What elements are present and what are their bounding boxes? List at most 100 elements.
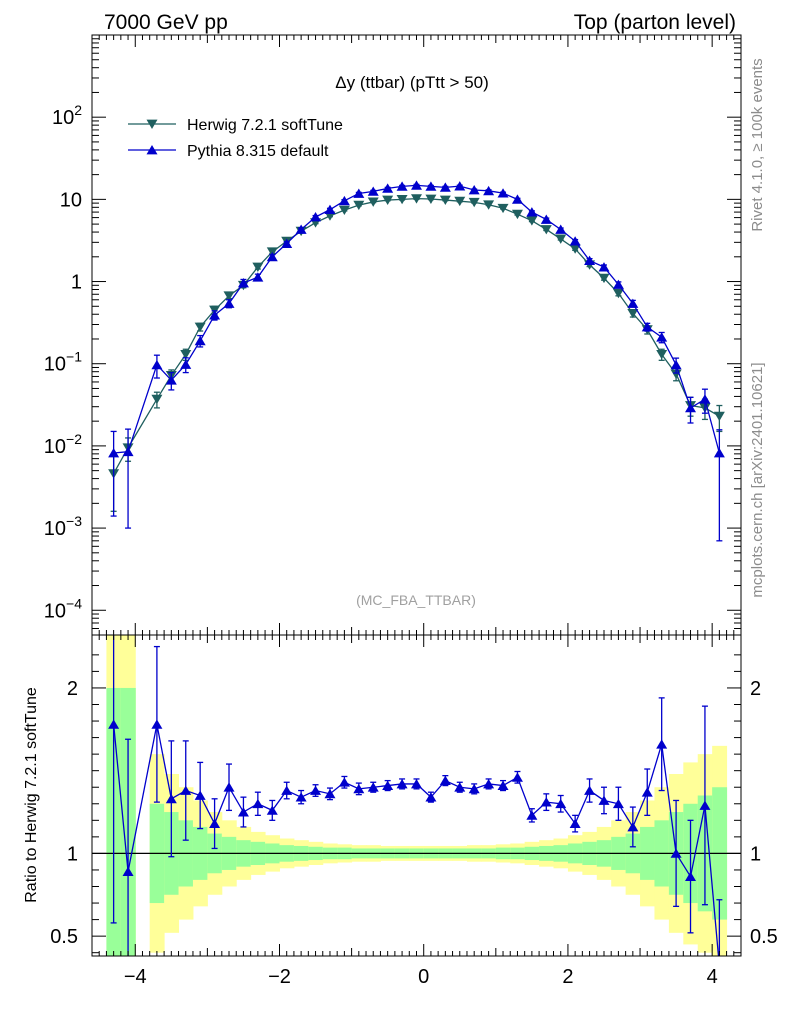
data-point-1 [281, 238, 293, 248]
y-tick-label: 10 [60, 189, 82, 211]
data-point-1 [223, 298, 235, 308]
data-point-1 [108, 448, 120, 458]
data-point-0 [468, 197, 480, 208]
data-point-1 [266, 251, 278, 262]
ratio-point [641, 787, 653, 797]
ratio-point [439, 775, 451, 786]
ratio-point [555, 798, 567, 809]
legend: Herwig 7.2.1 softTune Pythia 8.315 defaul… [128, 117, 343, 160]
ratio-point [252, 798, 264, 809]
data-point-0 [454, 196, 466, 207]
ratio-point [180, 785, 192, 795]
y-tick-label: 10−1 [44, 349, 82, 376]
ratio-point [511, 772, 523, 782]
ratio-point [237, 807, 249, 817]
ratio-point [685, 871, 697, 881]
data-point-0 [540, 225, 552, 235]
ratio-point [468, 783, 480, 794]
data-point-1 [598, 262, 610, 272]
ratio-point [483, 778, 495, 789]
ratio-y-tick-label-right: 0.5 [750, 926, 778, 948]
ratio-y-tick-label-right: 1 [750, 843, 761, 865]
data-point-1 [641, 322, 653, 332]
ratio-point [526, 810, 538, 820]
ratio-point [396, 778, 408, 789]
data-point-1 [511, 194, 523, 204]
data-point-0 [439, 195, 451, 206]
x-tick-label: 4 [707, 966, 718, 988]
data-point-0 [612, 288, 624, 299]
ratio-point [656, 739, 668, 749]
ratio-point [324, 788, 336, 799]
data-point-1 [670, 359, 682, 370]
ratio-y-axis-label: Ratio to Herwig 7.2.1 softTune [23, 687, 40, 903]
data-point-1 [425, 181, 437, 191]
ratio-point [670, 848, 682, 858]
data-point-0 [382, 195, 394, 206]
ratio-point [627, 821, 639, 832]
data-point-1 [454, 181, 466, 191]
ratio-point [367, 782, 379, 792]
ratio-point [122, 866, 134, 877]
series-line-1 [113, 184, 720, 454]
data-point-0 [411, 194, 422, 204]
process-label: Top (parton level) [574, 11, 736, 34]
data-point-0 [569, 244, 581, 254]
data-point-1 [497, 188, 509, 198]
ratio-point [223, 782, 235, 792]
rivet-version-label: Rivet 4.1.0, ≥ 100k events [749, 58, 766, 231]
data-point-1 [526, 207, 538, 217]
data-point-0 [367, 197, 379, 207]
data-point-1 [699, 394, 711, 404]
data-point-0 [598, 273, 610, 284]
data-point-0 [223, 291, 235, 301]
data-point-0 [396, 194, 408, 205]
ratio-point [584, 785, 596, 795]
data-point-1 [151, 359, 163, 370]
data-point-1 [627, 298, 639, 308]
data-point-0 [151, 394, 163, 405]
legend-marker-0 [146, 119, 158, 129]
legend-label-1: Pythia 8.315 default [187, 143, 329, 160]
data-point-1 [165, 375, 177, 385]
x-tick-label: −4 [124, 966, 147, 988]
ratio-point [497, 780, 509, 790]
data-point-1 [237, 278, 249, 288]
ratio-point [353, 783, 365, 794]
ratio-point [281, 785, 293, 795]
ratio-point [425, 792, 437, 802]
ratio-point [454, 782, 466, 792]
data-point-1 [612, 279, 624, 289]
ratio-point [209, 818, 221, 829]
data-point-0 [194, 322, 206, 332]
data-point-1 [338, 195, 350, 206]
data-point-1 [685, 402, 697, 413]
ratio-y-tick-label-right: 2 [750, 678, 761, 700]
ratio-point [382, 780, 394, 790]
data-point-0 [252, 262, 264, 273]
ratio-point [165, 793, 177, 804]
data-point-1 [295, 224, 307, 234]
data-point-1 [569, 236, 581, 246]
data-point-0 [555, 234, 567, 244]
ratio-point [295, 792, 307, 802]
ratio-point [194, 790, 206, 800]
data-point-0 [656, 349, 668, 360]
data-point-0 [497, 203, 509, 214]
data-point-1 [439, 182, 451, 192]
y-tick-label: 10−4 [44, 595, 82, 622]
data-point-1 [584, 255, 596, 265]
data-point-1 [411, 180, 422, 190]
data-point-0 [180, 349, 192, 360]
data-point-1 [555, 224, 567, 234]
ratio-panel: 0.5 0.5 1 1 2 2 Ratio to Herwig 7.2.1 softTun… [23, 634, 778, 957]
data-point-1 [540, 214, 552, 224]
x-tick-label: 0 [418, 966, 429, 988]
data-point-0 [713, 411, 725, 422]
data-point-1 [122, 446, 134, 457]
data-point-1 [656, 332, 668, 342]
x-tick-label: 2 [562, 966, 573, 988]
data-point-1 [483, 185, 495, 196]
y-tick-label: 10−3 [44, 513, 82, 540]
